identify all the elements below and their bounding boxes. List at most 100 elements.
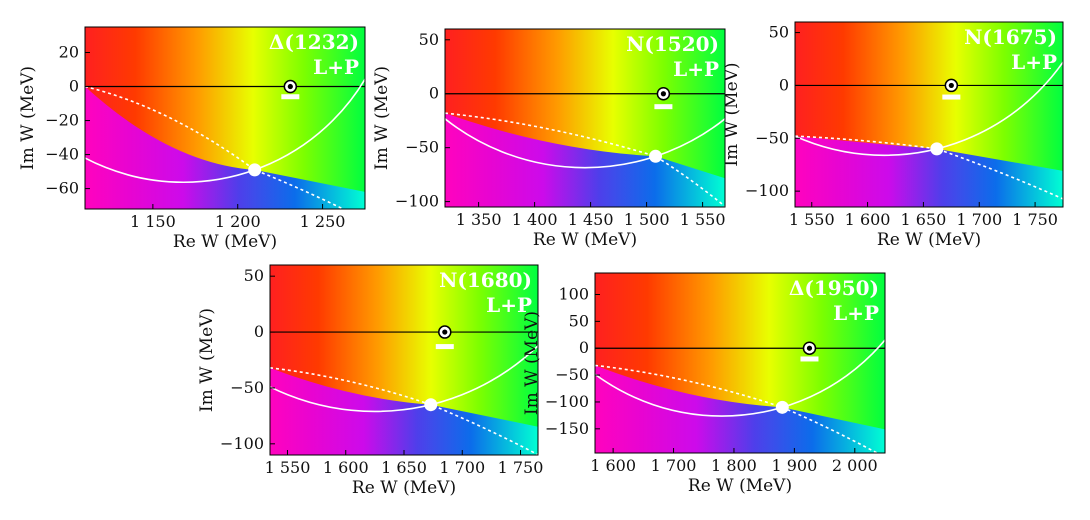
x-tick-label: 1 700 bbox=[651, 456, 697, 475]
x-tick-label: 1 650 bbox=[901, 210, 947, 229]
threshold-bar bbox=[942, 94, 961, 100]
x-tick-label: 1 500 bbox=[624, 210, 670, 229]
x-tick-label: 1 600 bbox=[590, 456, 636, 475]
panel-subtitle: L+P bbox=[313, 55, 359, 79]
threshold-marker-dot bbox=[442, 329, 448, 335]
y-tick-label: 100 bbox=[558, 284, 589, 303]
panel-subtitle: L+P bbox=[486, 293, 532, 317]
x-tick-label: 1 700 bbox=[956, 210, 1002, 229]
contour-arc bbox=[445, 117, 725, 169]
y-tick-label: 20 bbox=[59, 43, 79, 62]
threshold-bar bbox=[435, 344, 454, 350]
x-tick-label: 1 400 bbox=[512, 210, 558, 229]
y-axis-label: Im W (MeV) bbox=[18, 66, 38, 170]
x-tick-label: 1 750 bbox=[1012, 210, 1058, 229]
contour-arc bbox=[85, 77, 365, 183]
lower-sheet-region bbox=[595, 365, 885, 453]
x-axis-label: Re W (MeV) bbox=[533, 230, 637, 250]
branch-cut-dashed bbox=[795, 135, 1063, 200]
x-tick-label: 1 250 bbox=[300, 212, 346, 231]
y-tick-label: 0 bbox=[254, 322, 264, 341]
panel-title: N(1675) bbox=[964, 25, 1057, 49]
x-axis-label: Re W (MeV) bbox=[173, 232, 277, 252]
branch-cut-dashed bbox=[85, 85, 345, 209]
plot-frame bbox=[794, 21, 1064, 208]
y-tick-label: −50 bbox=[555, 365, 589, 384]
x-tick-label: 1 600 bbox=[323, 458, 369, 477]
x-tick-label: 1 450 bbox=[568, 210, 614, 229]
panel-0: Δ(1232)L+P 1 150 1 200 1 250 20 0 −20 −40 −60 Re … bbox=[18, 26, 366, 252]
panel-title: Δ(1950) bbox=[789, 276, 879, 300]
y-axis-label: Im W (MeV) bbox=[722, 62, 742, 166]
pole-point bbox=[424, 398, 438, 412]
threshold-bar bbox=[281, 94, 300, 100]
plot-frame bbox=[444, 28, 726, 208]
y-tick-label: −40 bbox=[45, 145, 79, 164]
pole-point bbox=[930, 142, 944, 156]
threshold-bar bbox=[654, 104, 673, 110]
y-tick-label: −50 bbox=[405, 138, 439, 157]
lower-sheet-region bbox=[85, 86, 365, 209]
threshold-marker-dot bbox=[660, 91, 667, 97]
plot-frame bbox=[84, 26, 366, 210]
panel-title: N(1520) bbox=[626, 32, 719, 56]
panel-subtitle: L+P bbox=[833, 301, 879, 325]
x-tick-label: 1 750 bbox=[498, 458, 544, 477]
x-tick-label: 1 600 bbox=[845, 210, 891, 229]
y-axis-label: Im W (MeV) bbox=[197, 308, 217, 412]
panel-subtitle: L+P bbox=[673, 57, 719, 81]
x-axis-label: Re W (MeV) bbox=[352, 478, 456, 498]
x-tick-label: 1 700 bbox=[439, 458, 485, 477]
lower-sheet-region bbox=[445, 113, 725, 207]
y-tick-label: 50 bbox=[419, 30, 439, 49]
branch-cut-dashed bbox=[595, 364, 879, 453]
y-tick-label: 0 bbox=[429, 84, 439, 103]
panel-title: Δ(1232) bbox=[269, 30, 359, 54]
x-tick-label: 2 000 bbox=[832, 456, 878, 475]
y-tick-label: −100 bbox=[395, 192, 439, 211]
x-axis-label: Re W (MeV) bbox=[877, 230, 981, 250]
x-tick-label: 1 900 bbox=[771, 456, 817, 475]
y-tick-label: 0 bbox=[579, 338, 589, 357]
contour-arc bbox=[795, 60, 1063, 157]
x-tick-label: 1 150 bbox=[130, 212, 176, 231]
threshold-bar bbox=[800, 356, 819, 362]
y-tick-label: −50 bbox=[755, 128, 789, 147]
y-tick-label: −100 bbox=[745, 181, 789, 200]
branch-cut-dashed bbox=[445, 112, 725, 207]
threshold-marker-dot bbox=[806, 345, 813, 351]
pole-point bbox=[649, 149, 663, 163]
x-tick-label: 1 550 bbox=[680, 210, 726, 229]
x-axis-label: Re W (MeV) bbox=[688, 476, 792, 496]
panel-subtitle: L+P bbox=[1011, 50, 1057, 74]
y-tick-label: 50 bbox=[769, 23, 789, 42]
panel-1: N(1520)L+P 1 350 1 400 1 450 1 500 1 550 50 0 −5… bbox=[372, 28, 726, 250]
contour-arc bbox=[595, 338, 885, 417]
y-tick-label: 50 bbox=[244, 266, 264, 285]
pole-point bbox=[775, 400, 789, 414]
y-tick-label: −50 bbox=[230, 378, 264, 397]
plot-frame bbox=[594, 272, 886, 454]
pole-point bbox=[248, 163, 262, 177]
y-tick-label: 0 bbox=[779, 75, 789, 94]
threshold-marker-dot bbox=[948, 82, 954, 89]
x-tick-label: 1 650 bbox=[381, 458, 427, 477]
panel-4: Δ(1950)L+P 1 600 1 700 1 800 1 900 2 000 100 50… bbox=[522, 272, 886, 496]
panel-2: N(1675)L+P 1 550 1 600 1 650 1 700 1 750 50 0 −5… bbox=[722, 21, 1064, 250]
threshold-marker-dot bbox=[287, 83, 293, 90]
x-tick-label: 1 350 bbox=[456, 210, 502, 229]
y-tick-label: 50 bbox=[569, 311, 589, 330]
panel-title: N(1680) bbox=[439, 268, 532, 292]
y-axis-label: Im W (MeV) bbox=[522, 311, 542, 415]
contour-arc bbox=[270, 344, 538, 413]
y-tick-label: −100 bbox=[545, 392, 589, 411]
y-tick-label: −20 bbox=[45, 111, 79, 130]
x-tick-label: 1 550 bbox=[265, 458, 311, 477]
y-tick-label: −150 bbox=[545, 419, 589, 438]
x-tick-label: 1 550 bbox=[789, 210, 835, 229]
x-tick-label: 1 200 bbox=[215, 212, 261, 231]
y-tick-label: −60 bbox=[45, 179, 79, 198]
y-tick-label: −100 bbox=[220, 434, 264, 453]
y-axis-label: Im W (MeV) bbox=[372, 66, 392, 170]
